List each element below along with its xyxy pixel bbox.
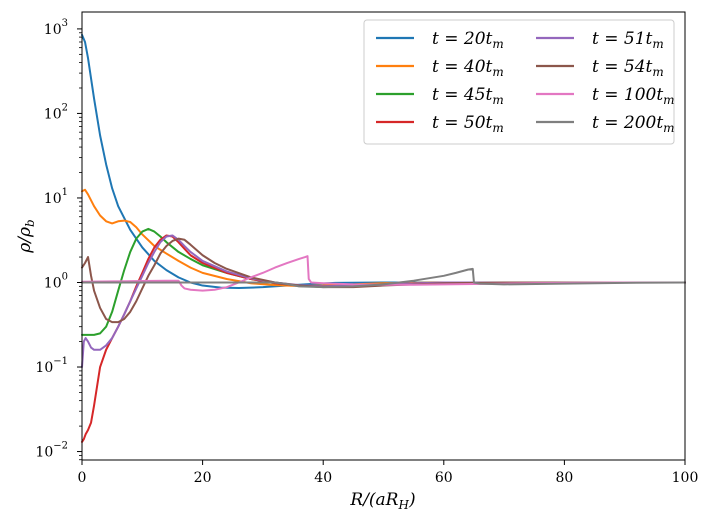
legend-label-sub: m (663, 93, 674, 107)
legend-label-main: t = 50t (432, 113, 493, 133)
series-line-4 (81, 234, 686, 443)
legend-label-sub: m (492, 93, 503, 107)
series-line-5 (81, 234, 686, 369)
y-tick-label: 102 (44, 102, 68, 122)
legend-label-6: t = 54tm (592, 57, 664, 79)
y-tick-exponent: −1 (53, 356, 68, 367)
legend-label-5: t = 51tm (592, 29, 664, 51)
legend-label-1: t = 20tm (432, 29, 504, 51)
legend-label-main: t = 51t (592, 29, 653, 49)
legend-label-sub: m (492, 121, 503, 135)
legend-label-main: t = 100t (592, 85, 663, 105)
y-tick-label: 10−1 (35, 356, 68, 376)
x-axis-label-main: R/(aR (349, 490, 398, 510)
y-tick-label: 100 (44, 271, 68, 291)
y-tick-exponent: 2 (62, 102, 68, 113)
legend-label-main: t = 40t (432, 57, 493, 77)
x-tick-label: 80 (555, 470, 573, 486)
legend-label-7: t = 100tm (592, 85, 675, 107)
y-tick-base: 10 (44, 275, 62, 291)
x-tick-label: 60 (435, 470, 453, 486)
legend-label-3: t = 45tm (432, 85, 504, 107)
legend-label-sub: m (663, 121, 674, 135)
y-tick-base: 10 (44, 22, 62, 38)
legend-label-main: t = 45t (432, 85, 493, 105)
y-tick-base: 10 (44, 191, 62, 207)
legend-box (363, 19, 675, 145)
y-tick-exponent: −2 (53, 441, 68, 452)
y-axis-label-text: ρ/ρb (15, 219, 37, 253)
y-tick-exponent: 0 (62, 271, 68, 282)
legend-label-main: t = 200t (592, 113, 663, 133)
legend-label-sub: m (492, 65, 503, 79)
x-axis: 0 20 40 60 80 100 (78, 460, 699, 486)
series-line-7 (81, 255, 686, 292)
legend-label-sub: m (652, 65, 663, 79)
y-tick-exponent: 3 (62, 18, 68, 29)
x-axis-label: R/(aRH) (349, 490, 415, 512)
y-tick-exponent: 1 (62, 187, 68, 198)
y-axis-label-main: ρ/ρ (15, 227, 35, 254)
x-tick-label: 100 (672, 470, 699, 486)
x-axis-label-sub: H (398, 498, 410, 512)
y-axis-label: ρ/ρb (15, 219, 37, 253)
y-tick-label: 10−2 (35, 441, 68, 461)
y-tick-base: 10 (35, 445, 53, 461)
y-tick-label: 101 (44, 187, 68, 207)
legend-label-main: t = 20t (432, 29, 493, 49)
x-tick-label: 0 (78, 470, 87, 486)
y-axis-label-sub: b (23, 219, 37, 227)
legend-label-8: t = 200tm (592, 113, 675, 135)
legend-label-2: t = 40tm (432, 57, 504, 79)
y-tick-base: 10 (44, 106, 62, 122)
x-axis-label-close: ) (408, 490, 416, 510)
series-line-8 (81, 267, 686, 289)
legend-label-4: t = 50tm (432, 113, 504, 135)
legend-label-sub: m (652, 37, 663, 51)
x-tick-label: 40 (314, 470, 332, 486)
legend-label-sub: m (492, 37, 503, 51)
y-tick-label: 103 (44, 18, 68, 38)
legend-label-main: t = 54t (592, 57, 653, 77)
plot-frame (81, 11, 686, 461)
x-tick-label: 20 (194, 470, 212, 486)
y-tick-base: 10 (35, 360, 53, 376)
plot-lines (81, 33, 686, 443)
